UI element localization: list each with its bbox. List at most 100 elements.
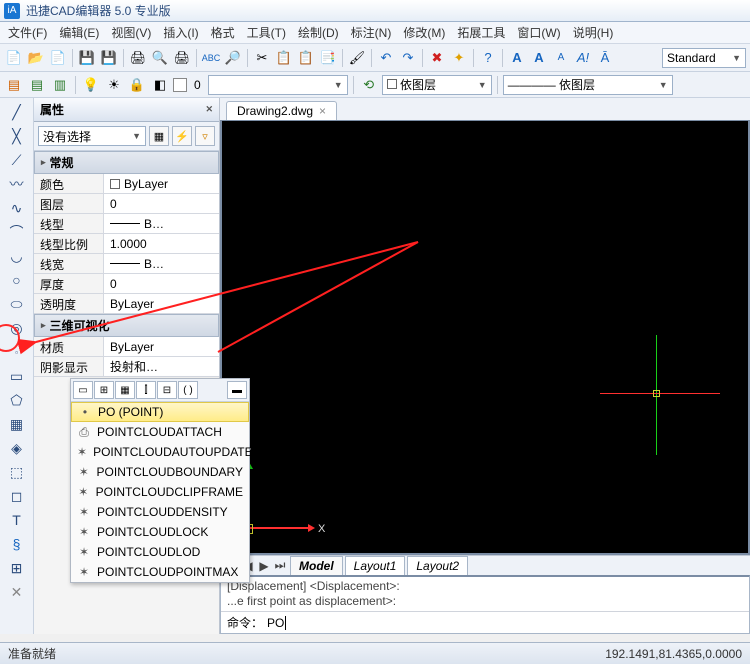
property-row[interactable]: 线宽B… bbox=[34, 254, 219, 274]
boundary-icon[interactable]: ⬚ bbox=[6, 462, 28, 482]
menu-item[interactable]: 标注(N) bbox=[351, 24, 392, 41]
bylayer2-combo[interactable]: ———— 依图层▼ bbox=[503, 75, 673, 95]
point-icon[interactable]: ▫ bbox=[6, 342, 28, 362]
layer-mgr-icon[interactable]: ▤ bbox=[4, 75, 24, 95]
menu-item[interactable]: 绘制(D) bbox=[298, 24, 339, 41]
arc2-icon[interactable]: ◡ bbox=[6, 246, 28, 266]
ac-btn2[interactable]: ⊞ bbox=[94, 381, 114, 399]
lock-icon[interactable]: 🔒 bbox=[127, 75, 147, 95]
ac-btn6[interactable]: ( ) bbox=[178, 381, 198, 399]
ac-btn4[interactable]: ⫿ bbox=[136, 381, 156, 399]
plot-icon[interactable]: 🖨 bbox=[172, 48, 192, 68]
open-icon[interactable]: 📂 bbox=[26, 48, 46, 68]
pline-icon[interactable]: 〰 bbox=[6, 174, 28, 194]
autocomplete-item[interactable]: ✶POINTCLOUDBOUNDARY bbox=[71, 462, 249, 482]
ac-btn5[interactable]: ⊟ bbox=[157, 381, 177, 399]
new-icon[interactable]: 📄 bbox=[4, 48, 24, 68]
text-icon[interactable]: T bbox=[6, 510, 28, 530]
print-icon[interactable]: 🖨 bbox=[128, 48, 148, 68]
layout-tab[interactable]: Layout2 bbox=[407, 556, 468, 575]
spell-icon[interactable]: ABC bbox=[201, 48, 221, 68]
line-icon[interactable]: ╱ bbox=[6, 102, 28, 122]
ac-btn1[interactable]: ▭ bbox=[73, 381, 93, 399]
table-icon[interactable]: ⊞ bbox=[6, 558, 28, 578]
bulb-icon[interactable]: 💡 bbox=[81, 75, 101, 95]
property-row[interactable]: 图层0 bbox=[34, 194, 219, 214]
menu-item[interactable]: 工具(T) bbox=[247, 24, 286, 41]
text-a2-icon[interactable]: A bbox=[529, 48, 549, 68]
autocomplete-item[interactable]: ✶POINTCLOUDPOINTMAX bbox=[71, 562, 249, 582]
layout-tab[interactable]: Model bbox=[290, 556, 343, 575]
menu-item[interactable]: 插入(I) bbox=[163, 24, 198, 41]
section-general[interactable]: ▸常规 bbox=[34, 151, 219, 174]
text-ai-icon[interactable]: A! bbox=[573, 48, 593, 68]
property-row[interactable]: 线型比例1.0000 bbox=[34, 234, 219, 254]
autocomplete-item[interactable]: ⎙POINTCLOUDATTACH bbox=[71, 422, 249, 442]
tab-close-icon[interactable]: × bbox=[319, 104, 326, 118]
donut-icon[interactable]: ◎ bbox=[6, 318, 28, 338]
paste2-icon[interactable]: 📑 bbox=[318, 48, 338, 68]
layer-check[interactable] bbox=[173, 78, 187, 92]
layer-prev-icon[interactable]: ⟲ bbox=[359, 75, 379, 95]
paste-icon[interactable]: 📋 bbox=[296, 48, 316, 68]
menu-item[interactable]: 说明(H) bbox=[573, 24, 614, 41]
layout-tab[interactable]: Layout1 bbox=[345, 556, 406, 575]
pick-icon[interactable]: ▦ bbox=[149, 126, 169, 146]
nav-last-icon[interactable]: ⏭ bbox=[272, 558, 288, 574]
menu-item[interactable]: 格式 bbox=[211, 24, 235, 41]
sun-icon[interactable]: ☀ bbox=[104, 75, 124, 95]
property-row[interactable]: 材质ByLayer bbox=[34, 337, 219, 357]
command-line[interactable]: 命令： PO bbox=[221, 611, 749, 633]
new2-icon[interactable]: 📄 bbox=[48, 48, 68, 68]
ac-btn3[interactable]: ▦ bbox=[115, 381, 135, 399]
ac-close[interactable]: ▬ bbox=[227, 381, 247, 399]
region-icon[interactable]: ◈ bbox=[6, 438, 28, 458]
command-input[interactable]: PO bbox=[267, 616, 284, 630]
redo-icon[interactable]: ↷ bbox=[398, 48, 418, 68]
revcloud-icon[interactable]: § bbox=[6, 534, 28, 554]
autocomplete-item[interactable]: ✶POINTCLOUDDENSITY bbox=[71, 502, 249, 522]
save-icon[interactable]: 💾 bbox=[77, 48, 97, 68]
help-icon[interactable]: ? bbox=[478, 48, 498, 68]
copy-icon[interactable]: 📋 bbox=[274, 48, 294, 68]
select-icon[interactable]: ✦ bbox=[449, 48, 469, 68]
text-a-icon[interactable]: A bbox=[507, 48, 527, 68]
circle-icon[interactable]: ○ bbox=[6, 270, 28, 290]
wipeout-icon[interactable]: ◻ bbox=[6, 486, 28, 506]
autocomplete-item[interactable]: •PO (POINT) bbox=[71, 402, 249, 422]
preview-icon[interactable]: 🔍 bbox=[150, 48, 170, 68]
rect-icon[interactable]: ▭ bbox=[6, 366, 28, 386]
layer-state-icon[interactable]: ▤ bbox=[27, 75, 47, 95]
polygon-icon[interactable]: ⬠ bbox=[6, 390, 28, 410]
close-icon[interactable]: ✕ bbox=[205, 104, 213, 115]
quick-icon[interactable]: ⚡ bbox=[172, 126, 192, 146]
menu-item[interactable]: 窗口(W) bbox=[517, 24, 560, 41]
layer-iso-icon[interactable]: ▥ bbox=[50, 75, 70, 95]
autocomplete-item[interactable]: ✶POINTCLOUDLOCK bbox=[71, 522, 249, 542]
xline-icon[interactable]: ╳ bbox=[6, 126, 28, 146]
section-3d[interactable]: ▸三维可视化 bbox=[34, 314, 219, 337]
style-combo[interactable]: Standard▼ bbox=[662, 48, 746, 68]
delete-icon[interactable]: ✖ bbox=[427, 48, 447, 68]
drawing-canvas[interactable]: X Y bbox=[220, 120, 750, 555]
spline-icon[interactable]: ∿ bbox=[6, 198, 28, 218]
autocomplete-item[interactable]: ✶POINTCLOUDAUTOUPDATE bbox=[71, 442, 249, 462]
menu-item[interactable]: 编辑(E) bbox=[59, 24, 99, 41]
ray-icon[interactable]: ⟋ bbox=[6, 150, 28, 170]
text-a3-icon[interactable]: A bbox=[551, 48, 571, 68]
undo-icon[interactable]: ↶ bbox=[376, 48, 396, 68]
autocomplete-item[interactable]: ✶POINTCLOUDCLIPFRAME bbox=[71, 482, 249, 502]
filter-icon[interactable]: ▿ bbox=[195, 126, 215, 146]
selection-combo[interactable]: 没有选择▼ bbox=[38, 126, 146, 146]
menu-item[interactable]: 修改(M) bbox=[403, 24, 445, 41]
property-row[interactable]: 阴影显示投射和… bbox=[34, 357, 219, 377]
color-icon[interactable]: ◧ bbox=[150, 75, 170, 95]
close-tool-icon[interactable]: ✕ bbox=[6, 582, 28, 602]
property-row[interactable]: 厚度0 bbox=[34, 274, 219, 294]
property-row[interactable]: 透明度ByLayer bbox=[34, 294, 219, 314]
doc-tab[interactable]: Drawing2.dwg× bbox=[226, 101, 337, 120]
menu-item[interactable]: 视图(V) bbox=[111, 24, 151, 41]
menu-item[interactable]: 拓展工具 bbox=[457, 24, 505, 41]
autocomplete-item[interactable]: ✶POINTCLOUDLOD bbox=[71, 542, 249, 562]
cut-icon[interactable]: ✂ bbox=[252, 48, 272, 68]
